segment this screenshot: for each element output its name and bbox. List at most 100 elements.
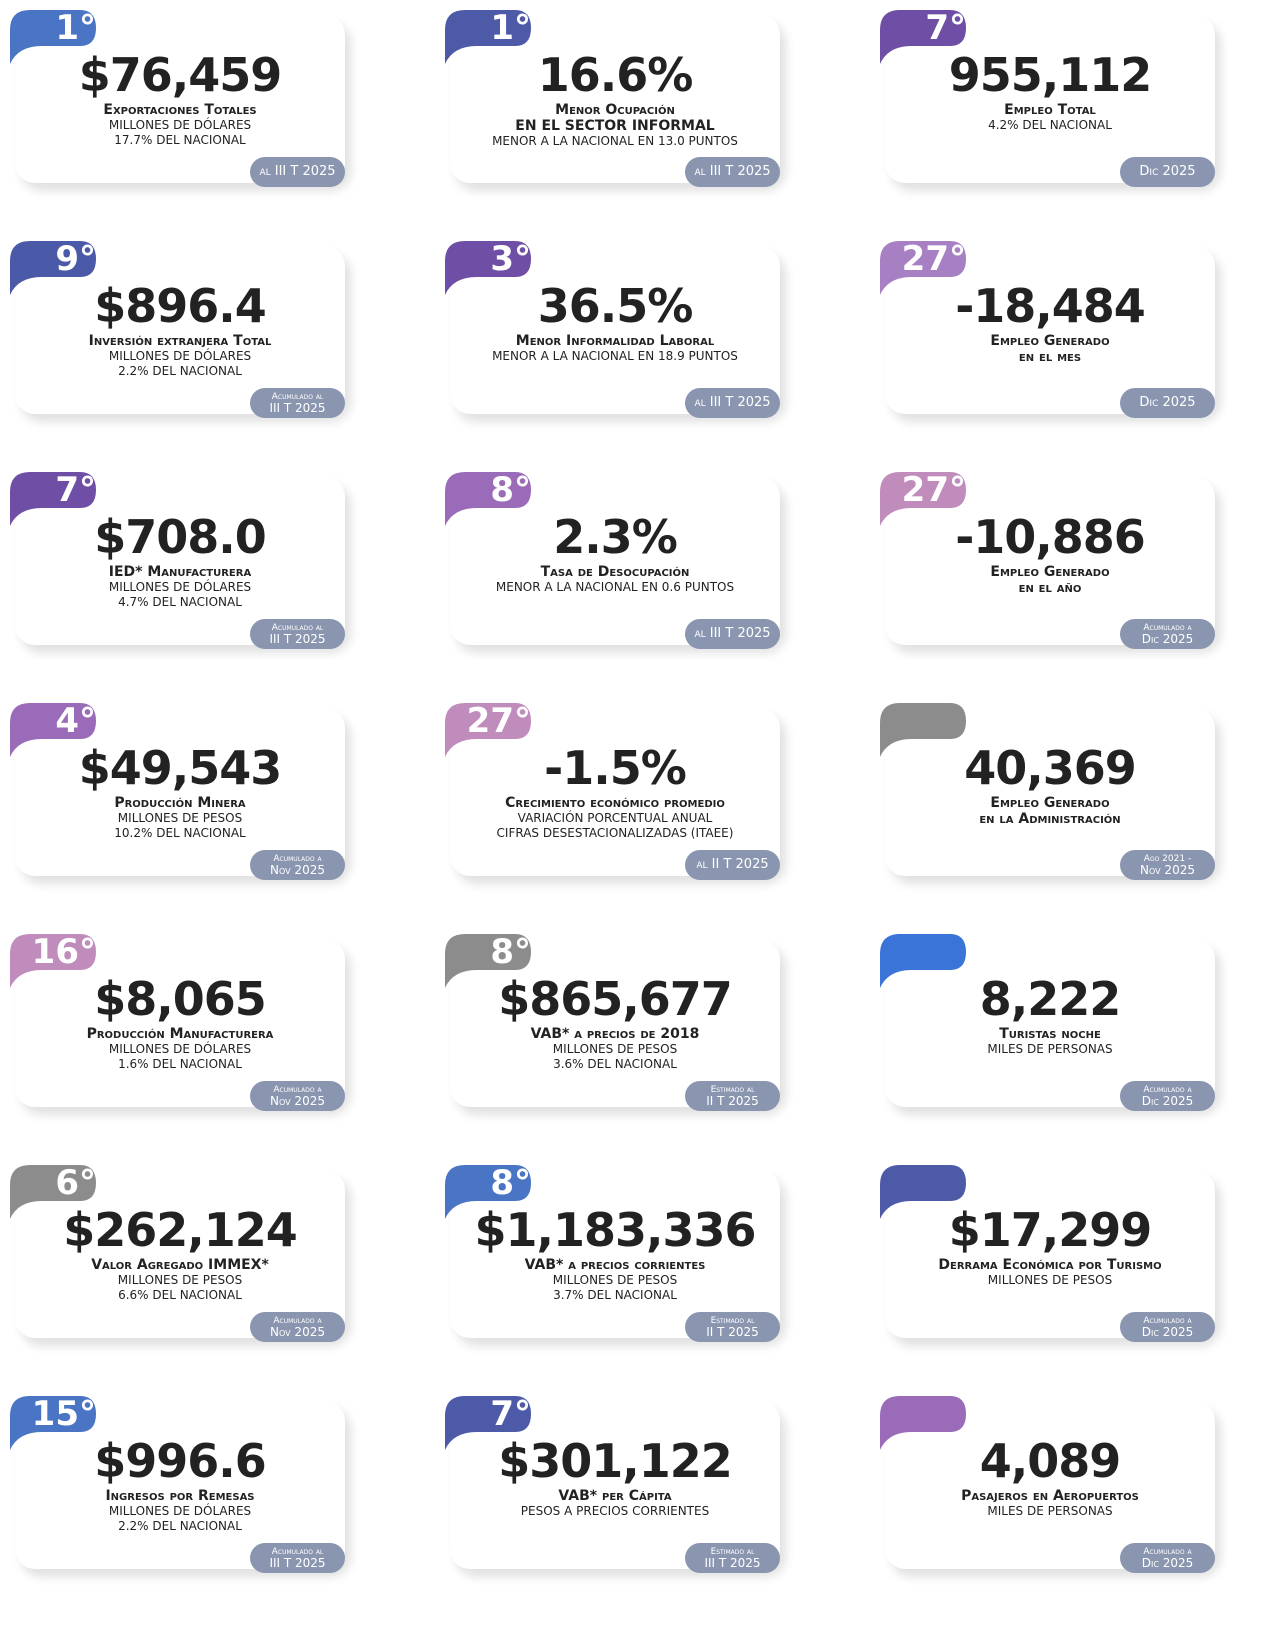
kpi-card: $17,299 Derrama Económica por Turismo MILL… — [870, 1155, 1267, 1386]
value: -1.5% — [544, 741, 687, 795]
rank-tab — [10, 703, 96, 757]
period-badge: Acumulado a Nov 2025 — [250, 850, 345, 880]
detail-line: 2.2% DEL NACIONAL — [118, 364, 242, 378]
rank-tab — [10, 472, 96, 526]
detail-line: MENOR A LA NACIONAL EN 18.9 PUNTOS — [492, 349, 738, 363]
value: 955,112 — [948, 48, 1153, 102]
card-body: $896.4 Inversión extranjera Total MILLONES… — [15, 279, 345, 379]
period-badge: Acumulado a Dic 2025 — [1120, 1312, 1215, 1342]
period-badge: Acumulado al III T 2025 — [250, 1543, 345, 1573]
value: 2.3% — [553, 510, 678, 564]
rank-tab — [10, 10, 96, 64]
detail-line: MILLONES DE DÓLARES — [108, 1504, 252, 1518]
tab-shape — [880, 10, 966, 64]
title-line: Producción Minera — [114, 795, 246, 811]
period-badge: Acumulado a Dic 2025 — [1120, 1081, 1215, 1111]
badge-line: Acumulado a — [1143, 1547, 1192, 1557]
card-body: $1,183,336 VAB* a precios corrientes MILLO… — [450, 1203, 780, 1303]
rank: 8° — [490, 470, 531, 510]
detail-line: MILES DE PERSONAS — [987, 1042, 1113, 1056]
tab-shape — [445, 934, 531, 988]
value: $708.0 — [94, 510, 267, 564]
card-body: 36.5% Menor Informalidad Laboral MENOR A L… — [450, 279, 780, 364]
detail-line: 2.2% DEL NACIONAL — [118, 1519, 242, 1533]
badge-line: III T 2025 — [704, 1556, 761, 1570]
title-line: Pasajeros en Aeropuertos — [961, 1488, 1139, 1504]
kpi-card: 7° $708.0 IED* Manufacturera MILLONES DE DÓ… — [0, 462, 435, 693]
title-line: VAB* a precios corrientes — [524, 1257, 706, 1273]
title-line: Menor Ocupación — [555, 102, 675, 118]
card-body: -18,484 Empleo Generado en el mes — [885, 279, 1215, 365]
tab-shape — [880, 472, 966, 526]
title-line: en la Administración — [979, 811, 1121, 827]
tab-shape — [10, 934, 96, 988]
rank: 6° — [55, 1163, 96, 1203]
rank-tab — [880, 934, 966, 988]
period-badge: Ago 2021 - Nov 2025 — [1120, 850, 1215, 880]
badge-line: II T 2025 — [706, 1325, 759, 1339]
title-line: Crecimiento económico promedio — [505, 795, 725, 811]
card-body: -10,886 Empleo Generado en el año — [885, 510, 1215, 596]
rank-tab — [880, 10, 966, 64]
value: $896.4 — [94, 279, 267, 333]
detail-line: 10.2% DEL NACIONAL — [114, 826, 246, 840]
tab-shape — [880, 703, 966, 757]
card-body: 2.3% Tasa de Desocupación MENOR A LA NACIO… — [450, 510, 780, 595]
value: $8,065 — [94, 972, 267, 1026]
badge-line: al II T 2025 — [696, 857, 769, 872]
title-line: Empleo Total — [1004, 102, 1096, 118]
rank-tab — [445, 1165, 531, 1219]
tab-shape — [10, 703, 96, 757]
rank: 7° — [490, 1394, 531, 1434]
tab-shape — [10, 1396, 96, 1450]
badge-line: Dic 2025 — [1141, 632, 1194, 646]
tab-shape — [880, 934, 966, 988]
tab-shape — [880, 1396, 966, 1450]
title-line: Tasa de Desocupación — [540, 564, 690, 580]
period-badge: Acumulado a Dic 2025 — [1120, 619, 1215, 649]
detail-line: 1.6% DEL NACIONAL — [118, 1057, 242, 1071]
value: $49,543 — [78, 741, 283, 795]
rank-tab — [10, 934, 96, 988]
badge-line: Nov 2025 — [1140, 863, 1195, 877]
badge-line: al III T 2025 — [694, 164, 771, 179]
detail-line: 6.6% DEL NACIONAL — [118, 1288, 242, 1302]
rank: 1° — [55, 8, 96, 48]
rank: 3° — [490, 239, 531, 279]
value: $17,299 — [948, 1203, 1153, 1257]
detail-line: MILLONES DE PESOS — [117, 811, 243, 825]
badge-line: Estimado al — [710, 1085, 755, 1095]
badge-line: Acumulado al — [271, 1547, 324, 1557]
kpi-card: 8° $1,183,336 VAB* a precios corrientes MIL… — [435, 1155, 870, 1386]
badge-line: Dic 2025 — [1141, 1556, 1194, 1570]
tab-shape — [445, 241, 531, 295]
period-badge: al III T 2025 — [685, 157, 780, 187]
period-badge: al III T 2025 — [685, 619, 780, 649]
value: $301,122 — [498, 1434, 733, 1488]
value: $996.6 — [94, 1434, 267, 1488]
period-badge: al III T 2025 — [685, 388, 780, 418]
badge-line: III T 2025 — [269, 1556, 326, 1570]
detail-line: MILLONES DE PESOS — [552, 1042, 678, 1056]
period-badge: Estimado al II T 2025 — [685, 1312, 780, 1342]
title-line: IED* Manufacturera — [108, 564, 252, 580]
value: $76,459 — [78, 48, 283, 102]
badge-line: Acumulado a — [1143, 623, 1192, 633]
kpi-card: 6° $262,124 Valor Agregado IMMEX* MILLONES … — [0, 1155, 435, 1386]
title-line: Empleo Generado — [990, 795, 1110, 811]
detail-line: MILES DE PERSONAS — [987, 1504, 1113, 1518]
badge-line: Nov 2025 — [270, 1325, 325, 1339]
detail-line: MILLONES DE DÓLARES — [108, 1042, 252, 1056]
value: -10,886 — [955, 510, 1146, 564]
card-body: 40,369 Empleo Generado en la Administració… — [885, 741, 1215, 827]
badge-line: Acumulado a — [1143, 1085, 1192, 1095]
tab-shape — [880, 1165, 966, 1219]
kpi-card: 3° 36.5% Menor Informalidad Laboral MENOR A… — [435, 231, 870, 462]
kpi-card: 27° -10,886 Empleo Generado en el año Acumul… — [870, 462, 1267, 693]
rank-tab — [445, 934, 531, 988]
title-line: en el mes — [1018, 349, 1082, 365]
rank-tab — [445, 241, 531, 295]
kpi-card: 16° $8,065 Producción Manufacturera MILLONE… — [0, 924, 435, 1155]
value: 4,089 — [979, 1434, 1122, 1488]
